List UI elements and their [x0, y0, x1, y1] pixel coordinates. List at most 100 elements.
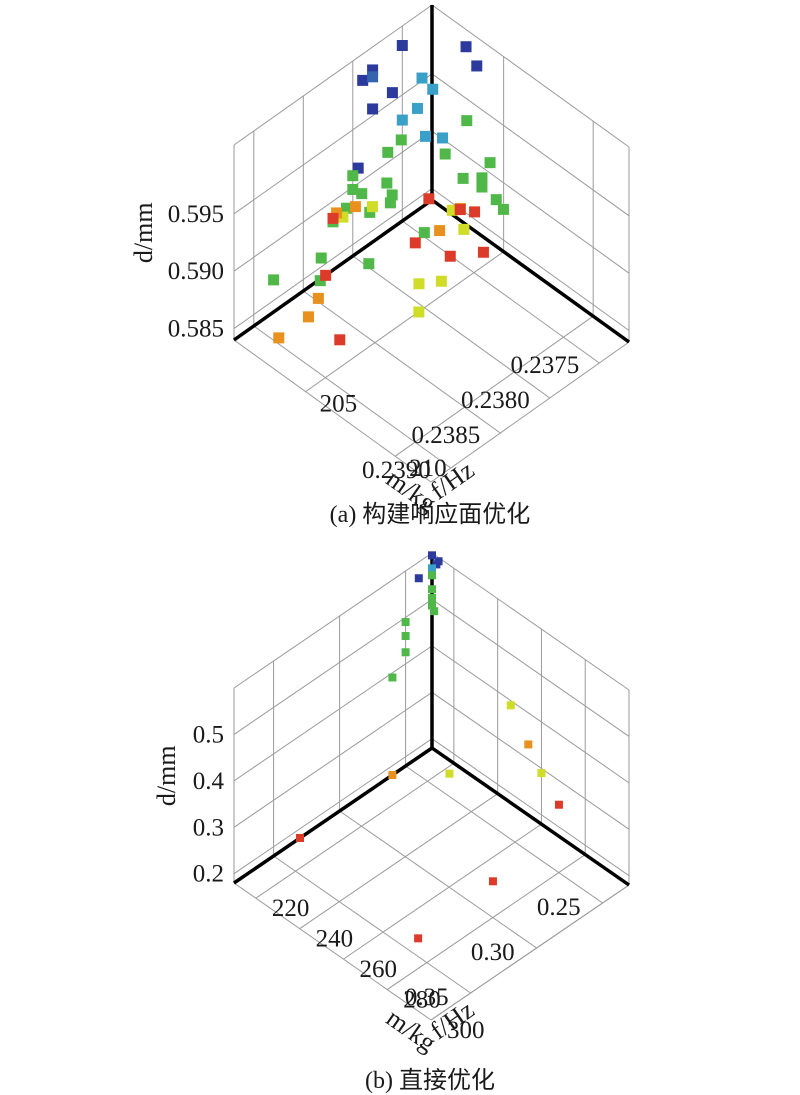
- scatter-point: [428, 551, 436, 560]
- axis-edge-a-0: [232, 198, 434, 342]
- panel-a-xtick-0: 0.2375: [511, 352, 580, 379]
- scatter-point: [497, 203, 509, 215]
- grid-line-a-17: [431, 73, 630, 217]
- grid-line-b-5: [343, 823, 542, 960]
- grid-line-a-16: [431, 130, 630, 274]
- scatter-point: [347, 183, 359, 195]
- scatter-point: [484, 157, 496, 169]
- scatter-point: [490, 194, 502, 206]
- grid-b: [233, 552, 630, 1021]
- scatter-point: [430, 607, 439, 616]
- scatter-point: [414, 574, 423, 583]
- scatter-point: [419, 130, 431, 142]
- scatter-point: [413, 278, 425, 290]
- grid-line-a-20: [233, 4, 433, 146]
- grid-line-a-10: [233, 188, 433, 329]
- scatter-point: [437, 132, 449, 144]
- frame-a: [232, 5, 631, 344]
- scatter-point: [435, 275, 447, 287]
- panel-b-caption: (b) 直接优化: [365, 1067, 495, 1094]
- scatter-point: [315, 252, 327, 264]
- scatter-point: [367, 103, 379, 115]
- scatter-point: [457, 172, 469, 184]
- scatter-point: [364, 206, 376, 218]
- scatter-point: [439, 148, 451, 160]
- scatter-point: [363, 258, 375, 270]
- grid-line-b-12: [233, 691, 433, 828]
- scatter-point: [312, 292, 324, 304]
- panel-b-ytick-3: 280: [403, 987, 441, 1014]
- scatter-point: [388, 771, 397, 779]
- scatter-point: [458, 223, 470, 235]
- scatter-point: [428, 571, 436, 580]
- grid-line-b-13: [233, 645, 433, 782]
- panel-a-ytick-1: 210: [409, 455, 447, 482]
- panel-b-xtick-0: 0.25: [537, 894, 581, 921]
- scatter-point: [302, 311, 314, 323]
- grid-line-b-23: [431, 599, 630, 737]
- panel-a-xtick-1: 0.2380: [461, 387, 530, 414]
- points-b: [296, 551, 563, 943]
- panel-a-caption: (a) 构建响应面优化: [330, 501, 531, 528]
- grid-line-a-21: [431, 4, 630, 148]
- scatter-point: [320, 269, 332, 281]
- scatter-point: [396, 40, 408, 51]
- scatter-point: [461, 115, 473, 127]
- scatter-point: [506, 701, 515, 710]
- scatter-point: [273, 332, 285, 344]
- panel-b: 0.2 0.3 0.4 0.5 0.25 0.30 0.35 220 240 2…: [152, 551, 630, 1094]
- axis-edge-a-1: [430, 198, 631, 344]
- panel-b-ytick-4: 300: [447, 1017, 485, 1044]
- panel-b-zlabel: d/mm: [152, 745, 181, 806]
- panel-a-ztick-0: 0.585: [168, 316, 224, 343]
- grid-line-a-12: [233, 73, 433, 215]
- points-a: [268, 40, 509, 346]
- scatter-point: [347, 170, 359, 182]
- panel-b-ytick-0: 220: [272, 895, 310, 922]
- grid-line-a-11: [233, 130, 433, 272]
- grid-line-b-14: [233, 599, 433, 735]
- grid-line-b-3: [255, 762, 455, 899]
- grid-line-b-26: [233, 552, 433, 689]
- scatter-point: [469, 206, 481, 218]
- scatter-point: [386, 189, 398, 201]
- scatter-point: [428, 594, 436, 603]
- panel-a-ytick-0: 205: [320, 391, 358, 418]
- scatter-point: [413, 306, 425, 318]
- scatter-point: [382, 146, 394, 158]
- scatter-point: [428, 601, 436, 610]
- scatter-point: [367, 71, 379, 83]
- scatter-point: [428, 564, 436, 573]
- scatter-point: [388, 673, 397, 682]
- scatter-point: [554, 800, 563, 809]
- scatter-point: [414, 934, 423, 943]
- scatter-point: [434, 225, 446, 237]
- scatter-point: [423, 193, 435, 205]
- scatter-point: [349, 201, 361, 213]
- grid-line-b-29: [430, 884, 630, 1021]
- scatter-point: [352, 162, 364, 174]
- scatter-point: [381, 177, 393, 189]
- scatter-point: [334, 334, 346, 346]
- panel-b-xtick-1: 0.30: [471, 939, 515, 966]
- scatter-point: [488, 877, 497, 886]
- grid-line-b-4: [299, 793, 498, 930]
- panel-b-ztick-3: 0.5: [193, 721, 224, 748]
- scatter-point: [428, 585, 436, 594]
- grid-line-a-23: [430, 341, 630, 483]
- scatter-point: [357, 74, 369, 86]
- scatter-point: [396, 114, 408, 126]
- scatter-point: [476, 172, 488, 184]
- scatter-point: [524, 740, 533, 749]
- panel-a-ztick-2: 0.595: [168, 201, 224, 228]
- panel-a-xtick-2: 0.2385: [412, 422, 481, 449]
- scatter-point: [337, 211, 349, 223]
- scatter-point: [445, 769, 454, 778]
- scatter-point: [384, 197, 396, 209]
- grid-line-b-21: [431, 691, 630, 830]
- scatter-point: [296, 834, 304, 842]
- scatter-point: [356, 188, 368, 200]
- panel-b-ytick-1: 240: [316, 926, 354, 953]
- panel-b-ztick-0: 0.2: [193, 861, 224, 888]
